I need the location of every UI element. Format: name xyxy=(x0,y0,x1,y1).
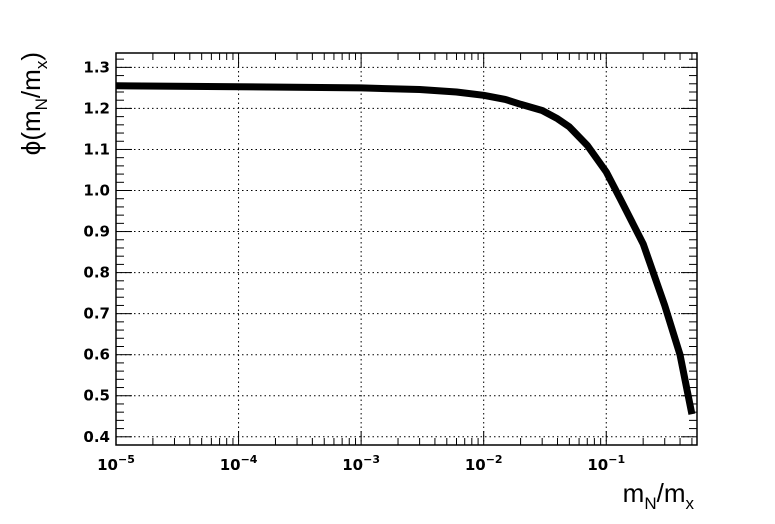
x-axis-label: mN/mx xyxy=(623,478,695,513)
y-tick-label: 0.8 xyxy=(83,264,110,282)
y-tick-label: 0.4 xyxy=(83,428,110,446)
y-tick-label: 0.7 xyxy=(83,305,110,323)
grid-lines xyxy=(115,53,697,445)
y-tick-label: 0.5 xyxy=(83,387,110,405)
y-tick-label: 0.9 xyxy=(83,223,110,241)
series-line xyxy=(115,82,696,415)
x-tick-label: 10−4 xyxy=(220,453,258,474)
y-tick-label: 1.1 xyxy=(83,140,110,158)
x-tick-label: 10−5 xyxy=(97,453,135,474)
x-tick-label: 10−3 xyxy=(342,453,380,474)
curve-layer xyxy=(115,82,696,415)
y-axis-label: ϕ(mN/mx) xyxy=(16,52,51,155)
y-tick-labels: 0.4 0.5 0.6 0.7 0.8 0.9 1.0 1.1 1.2 1.3 xyxy=(83,58,110,445)
x-tick-label: 10−2 xyxy=(465,453,503,474)
y-tick-label: 1.3 xyxy=(83,58,110,76)
y-tick-label: 1.0 xyxy=(83,182,110,200)
axis-ticks xyxy=(115,53,697,446)
y-tick-label: 0.6 xyxy=(83,346,110,364)
plot-frame xyxy=(115,52,698,446)
x-tick-labels: 10−5 10−4 10−3 10−2 10−1 xyxy=(97,453,625,474)
y-tick-label: 1.2 xyxy=(83,99,110,117)
x-tick-label: 10−1 xyxy=(587,453,625,474)
